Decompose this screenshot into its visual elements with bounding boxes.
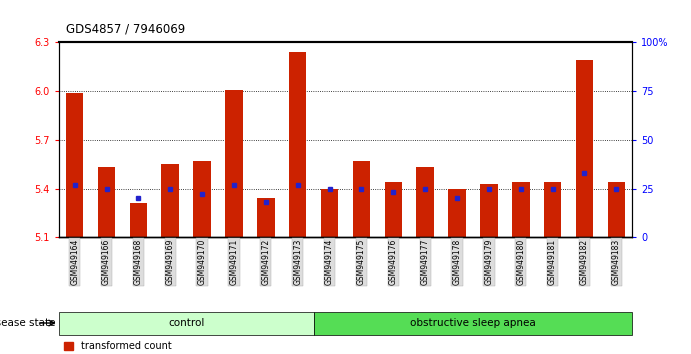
Text: GSM949173: GSM949173 [293, 239, 302, 285]
Bar [417, 167, 434, 237]
Text: GSM949164: GSM949164 [70, 239, 79, 285]
Bar [384, 182, 402, 237]
Text: control: control [168, 318, 205, 328]
Legend: transformed count, percentile rank within the sample: transformed count, percentile rank withi… [64, 341, 246, 354]
Text: GSM949168: GSM949168 [134, 239, 143, 285]
Text: GSM949181: GSM949181 [548, 239, 557, 285]
Text: obstructive sleep apnea: obstructive sleep apnea [410, 318, 536, 328]
Bar [576, 60, 594, 237]
Text: disease state: disease state [0, 318, 55, 328]
Bar [321, 188, 339, 237]
Bar [544, 182, 561, 237]
Text: GSM949166: GSM949166 [102, 239, 111, 285]
Text: GSM949177: GSM949177 [421, 239, 430, 285]
Bar [66, 93, 84, 237]
FancyBboxPatch shape [59, 312, 314, 335]
Text: GSM949180: GSM949180 [516, 239, 525, 285]
Text: GSM949170: GSM949170 [198, 239, 207, 285]
Text: GSM949175: GSM949175 [357, 239, 366, 285]
Bar [162, 164, 179, 237]
Text: GSM949183: GSM949183 [612, 239, 621, 285]
Text: GSM949176: GSM949176 [389, 239, 398, 285]
Bar [352, 161, 370, 237]
Text: GSM949172: GSM949172 [261, 239, 270, 285]
FancyBboxPatch shape [314, 312, 632, 335]
Bar [97, 167, 115, 237]
Text: GSM949182: GSM949182 [580, 239, 589, 285]
Text: GSM949174: GSM949174 [325, 239, 334, 285]
Bar [225, 90, 243, 237]
Bar [193, 161, 211, 237]
Text: GSM949169: GSM949169 [166, 239, 175, 285]
Bar [448, 188, 466, 237]
Bar [257, 198, 274, 237]
Text: GSM949171: GSM949171 [229, 239, 238, 285]
Text: GDS4857 / 7946069: GDS4857 / 7946069 [66, 22, 185, 35]
Bar [480, 184, 498, 237]
Text: GSM949178: GSM949178 [453, 239, 462, 285]
Bar [607, 182, 625, 237]
Bar [130, 203, 147, 237]
Text: GSM949179: GSM949179 [484, 239, 493, 285]
Bar [512, 182, 529, 237]
Bar [289, 52, 307, 237]
